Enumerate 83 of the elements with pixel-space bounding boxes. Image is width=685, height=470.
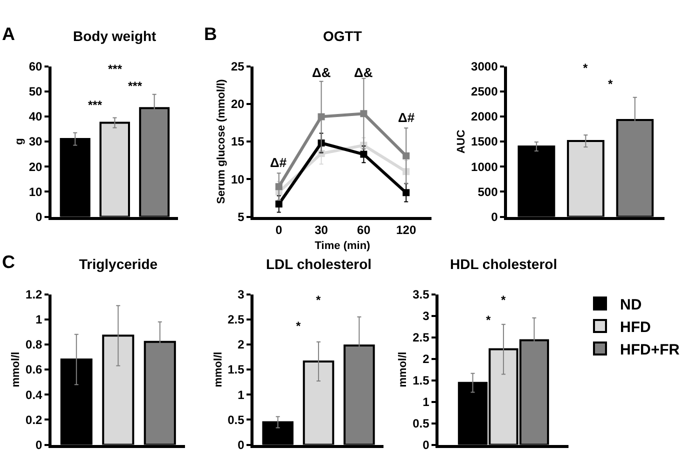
y-axis-title: mmol/l (212, 352, 224, 388)
x-tick-label: 0 (276, 222, 283, 237)
y-tick-label: 1000 (471, 160, 498, 174)
y-tick-label: 50 (28, 84, 43, 99)
y-tick-label: 3000 (471, 59, 498, 74)
annotation: * (296, 319, 301, 333)
y-tick-label: 1.5 (228, 362, 245, 377)
y-tick-label: 0.6 (26, 362, 43, 377)
y-axis-title: AUC (456, 130, 468, 154)
y-axis-title: mmol/l (10, 352, 22, 388)
text: C (2, 252, 15, 272)
y-tick-label: 15 (230, 134, 245, 149)
point (402, 189, 410, 196)
y-tick-label: 1.2 (26, 287, 43, 302)
annotation: Δ& (354, 65, 373, 80)
y-tick-label: 2.5 (412, 330, 430, 344)
y-tick-label: 25 (230, 59, 245, 74)
y-tick-label: 0 (238, 438, 245, 452)
x-tick-label: 120 (396, 222, 416, 237)
point (402, 152, 410, 160)
y-tick-label: 3 (238, 287, 245, 302)
y-tick-label: 20 (230, 97, 245, 112)
y-tick-label: 0 (422, 438, 430, 452)
y-tick-label: 20 (28, 160, 43, 174)
y-tick-label: 1 (238, 388, 245, 402)
annotation: * (486, 313, 491, 327)
chart-title: HDL cholesterol (450, 256, 558, 272)
y-tick-label: 3 (422, 308, 430, 323)
chart-title: Body weight (73, 28, 157, 44)
y-axis-title: g (14, 138, 26, 145)
annotation: * (608, 77, 613, 91)
y-axis-title: mmol/l (397, 352, 410, 388)
point (318, 113, 325, 120)
y-tick-label: 0.4 (26, 388, 43, 402)
y-tick-label: 3.5 (412, 287, 430, 302)
text: B (204, 24, 217, 44)
y-tick-label: 2500 (471, 84, 498, 99)
text: A (2, 24, 15, 44)
annotation: * (316, 293, 321, 307)
y-tick-label: 60 (28, 59, 43, 74)
x-tick-label: 30 (314, 222, 328, 237)
x-axis-title: Time (min) (314, 240, 371, 252)
legend-label: HFD+FR (620, 341, 680, 358)
point (275, 183, 282, 190)
y-tick-label: 0 (491, 210, 498, 224)
y-axis-title: Serum glucose (mmol/l) (216, 78, 228, 204)
annotation: Δ& (312, 65, 331, 80)
y-tick-label: 0.2 (26, 412, 43, 427)
chart-title: LDL cholesterol (266, 256, 372, 272)
y-tick-label: 2000 (471, 110, 498, 124)
annotation: * (583, 61, 588, 75)
chart-title: Triglyceride (79, 256, 158, 272)
y-tick-label: 0.8 (26, 338, 43, 352)
annotation: * (501, 293, 506, 307)
x-tick-label: 60 (357, 222, 371, 237)
y-tick-label: 0 (36, 438, 43, 452)
y-tick-label: 2 (238, 338, 245, 352)
y-tick-label: 1 (36, 312, 43, 327)
y-tick-label: 1 (422, 394, 430, 409)
chart-title: OGTT (323, 28, 362, 44)
annotation: *** (108, 62, 122, 76)
point (275, 200, 282, 208)
point (360, 150, 368, 158)
y-tick-label: 0 (36, 210, 43, 224)
y-tick-label: 0.5 (412, 416, 430, 430)
annotation: *** (128, 79, 142, 93)
y-tick-label: 2 (422, 352, 430, 366)
y-tick-label: 500 (478, 184, 498, 199)
y-tick-label: 0.5 (228, 412, 245, 427)
y-tick-label: 5 (238, 210, 245, 224)
point (360, 110, 368, 118)
y-tick-label: 10 (230, 172, 245, 186)
y-tick-label: 1500 (471, 134, 498, 149)
legend-label: ND (620, 296, 642, 314)
y-tick-label: 1.5 (412, 373, 430, 388)
y-tick-label: 10 (28, 184, 43, 199)
annotation: Δ# (270, 155, 288, 170)
y-tick-label: 2.5 (228, 312, 245, 327)
legend-label: HFD (620, 318, 651, 336)
annotation: *** (88, 98, 102, 112)
y-tick-label: 30 (28, 134, 43, 149)
y-tick-label: 40 (28, 110, 43, 124)
annotation: Δ# (398, 110, 416, 125)
